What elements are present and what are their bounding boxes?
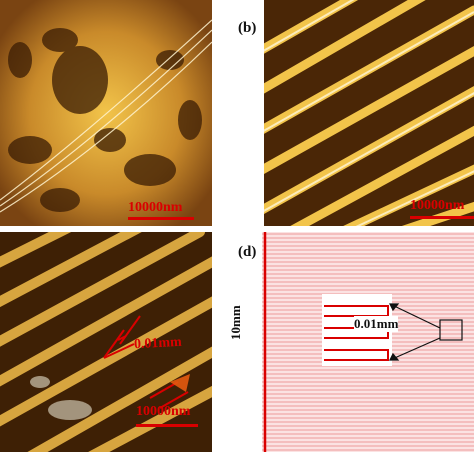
panel-a-scale-bar: [128, 217, 194, 220]
panel-b-micrograph: 10000nm: [264, 0, 474, 226]
panel-d-height-label: 10mm: [228, 305, 243, 340]
panel-c-stripes: [0, 232, 212, 452]
panel-b-scale-bar: [410, 216, 474, 219]
panel-c-micrograph: 0.01mm 10000nm: [0, 232, 212, 452]
panel-b-stripes: [264, 0, 474, 226]
panel-a-scale-label: 10000nm: [128, 200, 183, 215]
panel-d-gap-label: 0.01mm: [354, 316, 399, 332]
panel-d-schematic: 0.01mm: [262, 232, 474, 452]
panel-c-scale-label: 10000nm: [136, 404, 191, 419]
panel-b-scale-label: 10000nm: [410, 198, 465, 213]
panel-a-texture: [0, 0, 212, 226]
panel-c-scale-bar: [136, 424, 198, 427]
panel-b-label: (b): [238, 20, 257, 36]
panel-c-gap-label: 0.01mm: [133, 334, 183, 353]
panel-d-label: (d): [238, 244, 257, 260]
panel-d-electrode-pattern: [262, 232, 474, 452]
panel-a-micrograph: 10000nm: [0, 0, 212, 226]
